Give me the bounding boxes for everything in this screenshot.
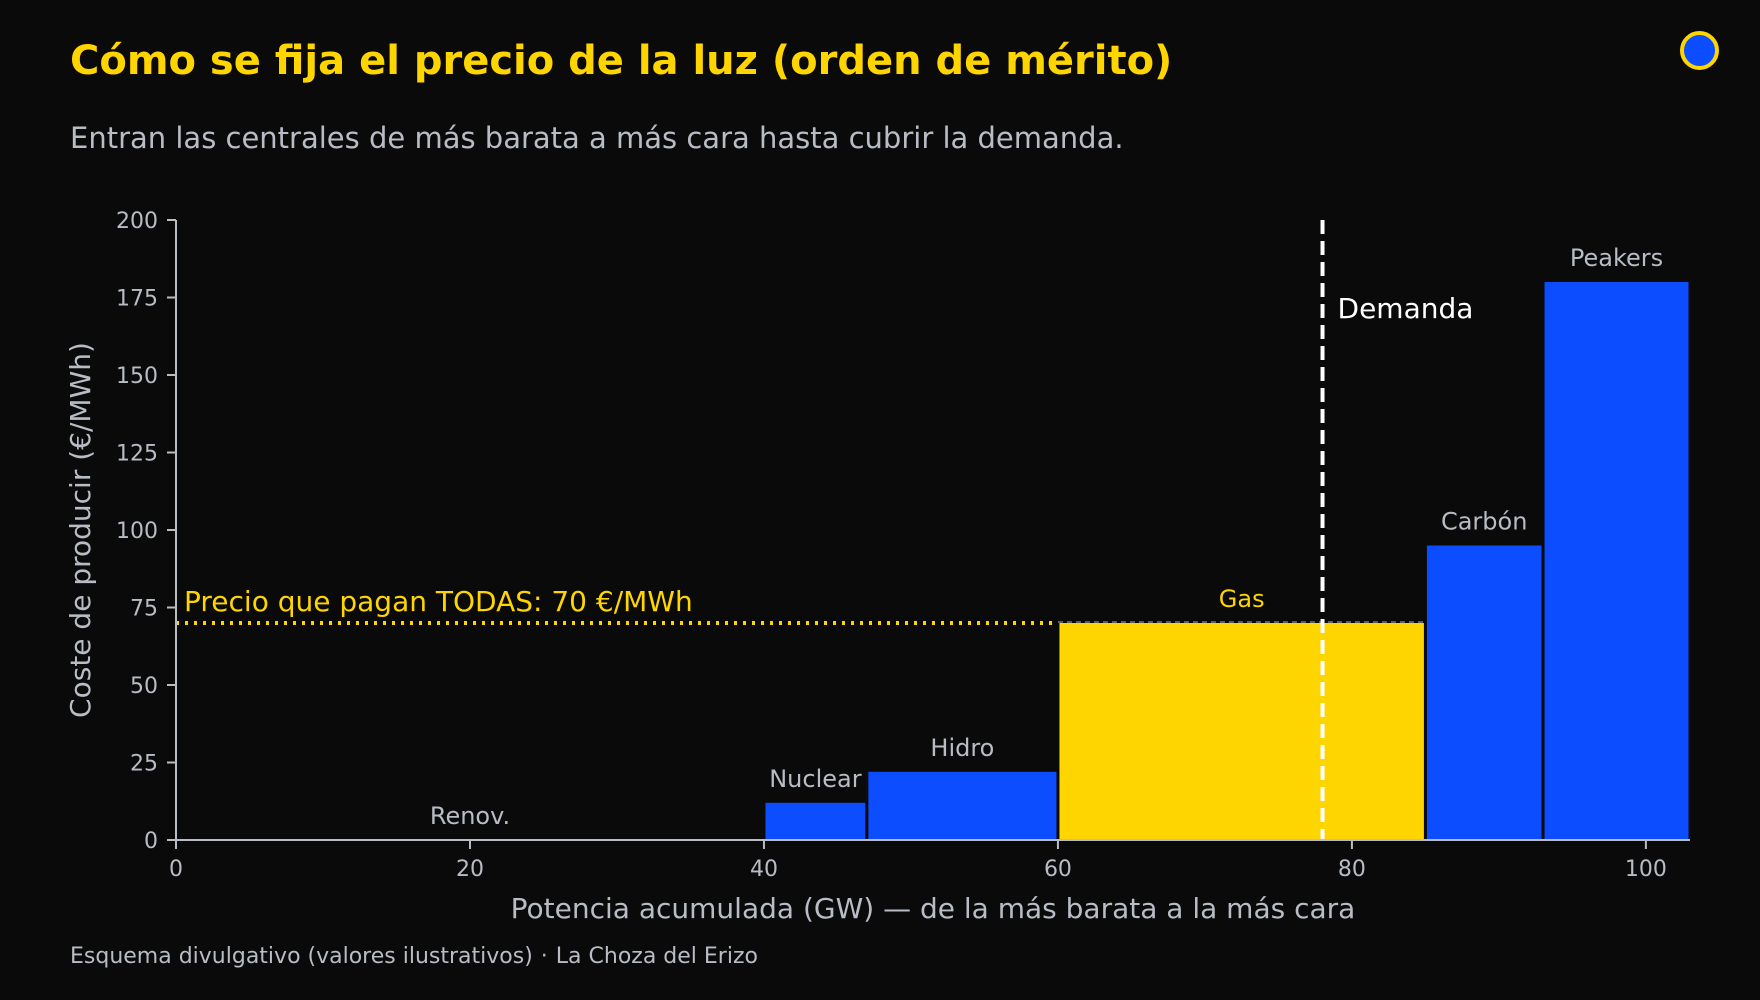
demand-label: Demanda xyxy=(1338,292,1474,325)
bar-label-hidro: Hidro xyxy=(930,734,994,762)
x-tick-label-0: 0 xyxy=(169,857,183,882)
bar-nuclear xyxy=(765,802,866,840)
footer-separator: · xyxy=(540,944,548,969)
bar-hidro xyxy=(868,771,1057,840)
x-axis-title: Potencia acumulada (GW) — de la más bara… xyxy=(511,892,1356,925)
footer-note: Esquema divulgativo (valores ilustrativo… xyxy=(70,944,533,969)
y-axis-title: Coste de producir (€/MWh) xyxy=(64,342,97,718)
bar-carbon xyxy=(1426,545,1542,840)
bar-label-renov: Renov. xyxy=(430,802,510,830)
chart-labels: Renov. Nuclear Hidro Gas Carbón Peakers Precio… xyxy=(184,244,1663,830)
chart-reference-lines xyxy=(176,220,1426,840)
price-line-label: Precio que pagan TODAS: 70 €/MWh xyxy=(184,585,693,618)
bar-label-nuclear: Nuclear xyxy=(769,765,862,793)
bar-label-carbon: Carbón xyxy=(1441,508,1527,536)
y-tick-label-200: 200 xyxy=(116,209,158,234)
y-tick-label-125: 125 xyxy=(116,442,158,467)
chart-subtitle: Entran las centrales de más barata a más… xyxy=(70,121,1124,155)
y-tick-label-0: 0 xyxy=(144,829,158,854)
brand-logo-icon xyxy=(1680,31,1719,70)
y-tick-label-25: 25 xyxy=(130,752,158,777)
x-tick-label-60: 60 xyxy=(1044,857,1072,882)
bar-peakers xyxy=(1544,282,1689,840)
bar-label-gas: Gas xyxy=(1219,585,1265,613)
chart-axes: 0 25 50 75 100 125 150 175 200 0 20 40 60 80 100 Potenc… xyxy=(64,209,1690,925)
footer: Esquema divulgativo (valores ilustrativo… xyxy=(70,944,758,969)
bar-label-peakers: Peakers xyxy=(1570,244,1663,272)
chart-bars xyxy=(765,282,1689,840)
bar-gas xyxy=(1059,623,1424,840)
chart-title: Cómo se fija el precio de la luz (orden … xyxy=(70,38,1173,84)
x-tick-label-20: 20 xyxy=(456,857,484,882)
y-tick-label-50: 50 xyxy=(130,674,158,699)
footer-brand: La Choza del Erizo xyxy=(555,944,758,969)
y-tick-label-150: 150 xyxy=(116,364,158,389)
y-tick-label-175: 175 xyxy=(116,287,158,312)
y-tick-label-75: 75 xyxy=(130,597,158,622)
y-tick-label-100: 100 xyxy=(116,519,158,544)
x-tick-label-40: 40 xyxy=(750,857,778,882)
x-tick-label-100: 100 xyxy=(1625,857,1667,882)
x-tick-label-80: 80 xyxy=(1338,857,1366,882)
